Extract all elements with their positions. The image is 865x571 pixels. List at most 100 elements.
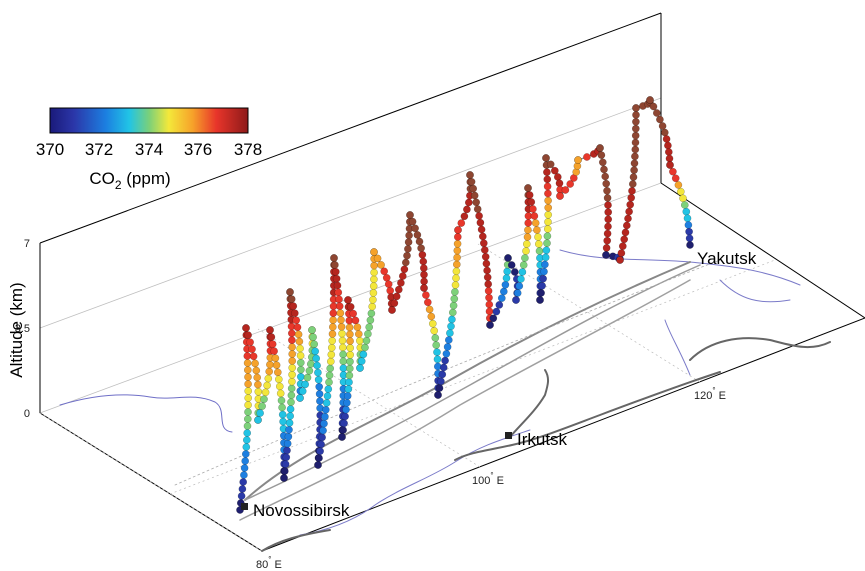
z-tick-label: 7 (24, 238, 30, 250)
co2-sample-point (452, 267, 461, 276)
colorbar-tick-label: 378 (234, 140, 262, 159)
co2-sample-point (288, 350, 297, 358)
co2-sample-point (258, 402, 266, 411)
co2-sample-point (489, 314, 498, 323)
co2-sample-point (296, 358, 305, 367)
co2-sample-point (277, 396, 286, 405)
co2-sample-point (362, 336, 371, 345)
co2-sample-point (335, 302, 344, 311)
co2-sample-point (632, 111, 640, 119)
co2-sample-point (627, 193, 636, 202)
co2-sample-point (432, 341, 441, 349)
co2-sample-point (442, 349, 451, 358)
co2-sample-point (361, 343, 369, 352)
co2-sample-point (555, 179, 564, 188)
co2-sample-point (600, 165, 608, 174)
co2-sample-point (541, 260, 549, 269)
map-outlines (59, 249, 831, 552)
co2-sample-point (354, 330, 363, 338)
co2-sample-point (244, 331, 252, 339)
co2-sample-point (276, 389, 285, 398)
co2-sample-point (550, 166, 559, 175)
co2-sample-point (328, 330, 337, 338)
co2-sample-point (420, 284, 428, 292)
co2-sample-point (301, 380, 310, 389)
co2-sample-point (341, 412, 349, 421)
co2-sample-point (322, 399, 331, 407)
co2-sample-point (553, 173, 562, 181)
co2-sample-point (534, 233, 542, 241)
co2-sample-point (401, 258, 410, 267)
co2-sample-point (327, 350, 336, 359)
co2-sample-point (632, 117, 640, 126)
co2-sample-point (419, 264, 428, 272)
co2-sample-point (451, 281, 460, 289)
co2-sample-point (646, 96, 654, 104)
co2-sample-point (538, 281, 546, 290)
co2-sample-point (271, 354, 280, 363)
co2-sample-point (329, 309, 338, 318)
co2-sample-point (241, 450, 250, 458)
3d-box-frame (39, 12, 865, 552)
co2-sample-point (266, 326, 274, 334)
co2-sample-point (296, 372, 305, 381)
co2-sample-point (321, 412, 329, 421)
co2-sample-point (266, 360, 274, 369)
co2-sample-point (286, 405, 295, 413)
co2-sample-point (330, 254, 338, 262)
co2-sample-point (264, 374, 273, 383)
co2-sample-point (518, 268, 527, 276)
co2-sample-point (513, 289, 522, 297)
co2-sample-point (287, 295, 296, 303)
colorbar-tick-label: 374 (135, 140, 163, 159)
colorbar-tick-label: 376 (184, 140, 212, 159)
co2-sample-point (604, 201, 612, 209)
co2-sample-point (295, 337, 304, 346)
co2-sample-point (519, 261, 528, 269)
co2-sample-point (621, 228, 630, 237)
co2-sample-point (321, 405, 330, 414)
co2-sample-point (285, 419, 294, 427)
co2-sample-point (370, 268, 378, 277)
co2-sample-point (477, 225, 486, 234)
co2-sample-point (439, 363, 448, 372)
co2-sample-point (287, 391, 296, 400)
co2-sample-point (313, 361, 321, 370)
co2-sample-point (616, 256, 624, 264)
co2-sample-point (425, 305, 434, 314)
co2-sample-point (542, 154, 550, 162)
co2-sample-point (544, 218, 552, 226)
co2-sample-point (351, 316, 360, 325)
co2-sample-point (339, 350, 347, 359)
co2-sample-point (285, 425, 293, 434)
co2-sample-point (603, 236, 612, 245)
co2-sample-point (288, 336, 296, 345)
co2-sample-point (404, 245, 412, 253)
co2-sample-point (485, 293, 493, 302)
co2-sample-point (437, 377, 445, 386)
co2-sample-point (268, 340, 277, 348)
co2-sample-point (332, 274, 341, 283)
co2-sample-point (543, 225, 552, 233)
co2-sample-point (618, 242, 627, 251)
co2-sample-point (254, 387, 263, 396)
co2-sample-point (411, 224, 419, 233)
co2-sample-point (346, 302, 355, 311)
co2-sample-point (346, 350, 355, 359)
co2-sample-point (626, 200, 635, 209)
co2-sample-point (544, 203, 553, 212)
co2-sample-point (288, 377, 296, 386)
co2-sample-point (324, 385, 333, 393)
co2-sample-point (340, 419, 348, 428)
co2-sample-point (441, 356, 449, 365)
co2-sample-point (280, 467, 289, 475)
co2-sample-point (624, 214, 632, 223)
co2-sample-point (484, 280, 493, 288)
co2-sample-point (522, 247, 530, 255)
co2-sample-point (244, 373, 252, 381)
co2-sample-point (502, 274, 511, 282)
co2-sample-point (254, 380, 262, 389)
co2-sample-point (541, 253, 550, 262)
co2-sample-point (457, 219, 466, 227)
city-label-yakutsk: Yakutsk (697, 249, 757, 268)
